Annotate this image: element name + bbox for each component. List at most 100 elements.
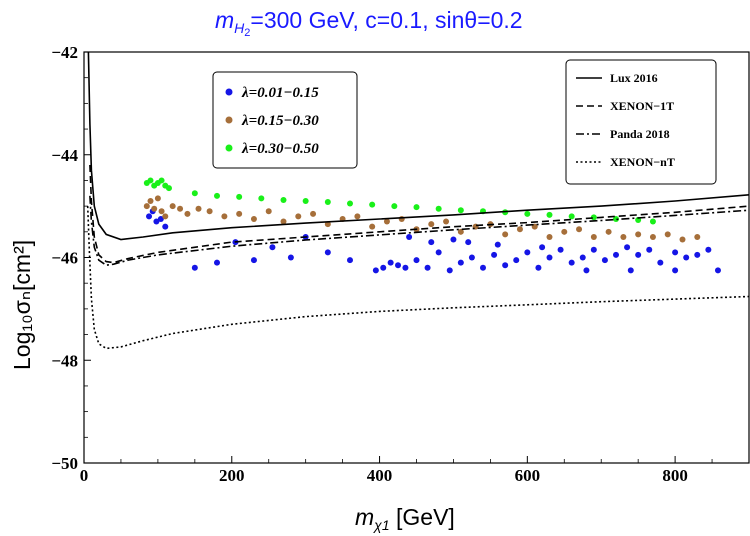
scatter-point: [683, 254, 690, 261]
scatter-point: [206, 208, 213, 215]
axis-tick-labels: 0 200 400 600 800 −42 −44 −46 −48 −50: [51, 43, 688, 485]
scatter-point: [694, 233, 701, 240]
scatter-point: [539, 244, 546, 251]
axis-ticks: [83, 51, 750, 464]
scatter-point: [435, 205, 442, 212]
legend-label: λ=0.01−0.15: [241, 85, 319, 101]
scatter-point: [383, 218, 390, 225]
scatter-point: [613, 215, 619, 222]
scatter-point: [649, 233, 656, 240]
scatter-point: [391, 203, 398, 210]
scatter-point: [568, 213, 575, 220]
scatter-point: [302, 197, 309, 204]
x-tick-label: 0: [80, 466, 89, 485]
scatter-point: [480, 264, 486, 271]
scatter-point: [354, 213, 361, 220]
scatter-point: [214, 192, 220, 199]
scatter-point: [177, 205, 184, 212]
scatter-point: [310, 210, 317, 217]
scatter-point: [590, 246, 597, 253]
scatter-point: [236, 210, 243, 217]
scatter-point: [324, 199, 331, 206]
legend-marker: [225, 88, 233, 96]
scatter-point: [450, 236, 457, 243]
scatter-point: [624, 244, 631, 251]
scatter-point: [513, 257, 520, 264]
scatter-point: [590, 214, 597, 221]
scatter-point: [635, 231, 642, 238]
legend-line-label: XENON−1T: [610, 99, 674, 113]
scatter-point: [524, 210, 531, 217]
scatter-point: [380, 264, 387, 271]
scatter-point: [280, 218, 287, 225]
scatter-point: [395, 262, 402, 269]
scatter-point: [435, 249, 442, 256]
legend-label: λ=0.30−0.50: [241, 141, 319, 157]
x-tick-label: 600: [515, 466, 541, 485]
scatter-point: [402, 264, 409, 271]
scatter-point: [157, 215, 164, 222]
scatter-point: [664, 231, 671, 238]
x-tick-label: 800: [662, 466, 688, 485]
x-tick-label: 200: [219, 466, 245, 485]
scatter-point: [646, 246, 653, 253]
scatter-point: [295, 213, 302, 220]
scatter-point: [372, 267, 379, 274]
scatter-point: [546, 211, 553, 218]
scatter-point: [184, 210, 191, 217]
scatter-point: [265, 208, 272, 215]
x-tick-label: 400: [367, 466, 393, 485]
scatter-point: [557, 246, 564, 253]
y-axis-label: Log₁₀σₙ[cm²]: [9, 240, 35, 370]
xlabel-rest: [GeV]: [390, 504, 455, 530]
scatter-point: [620, 233, 627, 240]
scatter-point: [502, 231, 509, 238]
scatter-point: [369, 201, 376, 208]
y-tick-label: −42: [51, 43, 78, 62]
scatter-point: [280, 196, 287, 203]
scatter-point: [287, 254, 294, 261]
scatter-point: [147, 197, 154, 204]
scatter-point: [169, 203, 176, 210]
scatter-point: [613, 251, 619, 258]
scatter-point: [158, 177, 165, 184]
title-rest: =300 GeV, c=0.1, sinθ=0.2: [250, 7, 522, 33]
scatter-point: [494, 241, 501, 248]
line-legend-box: [565, 59, 717, 185]
title-sub: H: [234, 20, 245, 36]
scatter-point: [428, 221, 435, 228]
y-tick-label: −46: [51, 249, 78, 268]
chart-title: mH2=300 GeV, c=0.1, sinθ=0.2: [215, 7, 523, 39]
title-subsub: 2: [244, 27, 250, 39]
scatter-point: [583, 267, 590, 274]
legend-line-label: XENON−nT: [610, 155, 675, 169]
scatter-point: [679, 236, 686, 243]
scatter-point: [568, 259, 575, 266]
scatter-point: [147, 177, 154, 184]
scatter-point: [576, 226, 583, 233]
scatter-point: [705, 246, 712, 253]
legend-label: λ=0.15−0.30: [241, 113, 319, 129]
scatter-point: [214, 259, 220, 266]
scatter-point: [162, 213, 169, 220]
scatter-point: [457, 207, 464, 214]
legend-line-label: Panda 2018: [610, 127, 670, 141]
scatter-point: [143, 203, 150, 210]
limit-lines: [86, 52, 749, 350]
scatter-point: [387, 259, 394, 266]
x-axis-label: mχ1 [GeV]: [355, 504, 455, 533]
legend-line-label: Lux 2016: [610, 71, 658, 85]
scatter-point: [590, 233, 597, 240]
scatter-point: [457, 228, 464, 235]
y-tick-label: −50: [51, 454, 78, 473]
scatter-point: [424, 264, 431, 271]
limit-line: [89, 195, 749, 267]
legend-marker: [225, 116, 233, 124]
scatter-point: [250, 257, 257, 264]
scatter-point: [154, 195, 161, 202]
y-tick-label: −44: [51, 146, 78, 165]
scatter-point: [428, 239, 435, 246]
scatter-point: [443, 218, 450, 225]
scatter-point: [269, 244, 276, 251]
